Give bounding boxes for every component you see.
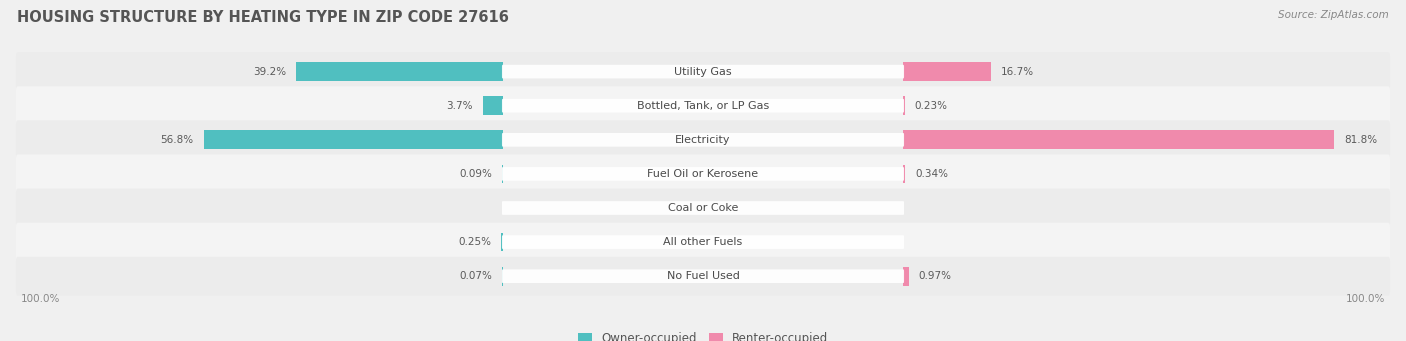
Bar [484,97,502,115]
Text: 0.97%: 0.97% [918,271,952,281]
FancyBboxPatch shape [502,99,904,113]
Text: No Fuel Used: No Fuel Used [666,271,740,281]
Text: 100.0%: 100.0% [1347,294,1386,305]
Legend: Owner-occupied, Renter-occupied: Owner-occupied, Renter-occupied [572,327,834,341]
Bar [204,131,502,149]
Text: Bottled, Tank, or LP Gas: Bottled, Tank, or LP Gas [637,101,769,111]
Text: Electricity: Electricity [675,135,731,145]
FancyBboxPatch shape [15,189,1391,227]
Bar [904,62,991,81]
FancyBboxPatch shape [15,257,1391,296]
Text: 0.34%: 0.34% [915,169,948,179]
Bar [904,165,905,183]
FancyBboxPatch shape [15,120,1391,159]
FancyBboxPatch shape [502,167,904,181]
FancyBboxPatch shape [502,133,904,147]
Bar [904,131,1334,149]
Text: 56.8%: 56.8% [160,135,194,145]
Text: 0.09%: 0.09% [460,169,492,179]
FancyBboxPatch shape [15,86,1391,125]
Text: Coal or Coke: Coal or Coke [668,203,738,213]
Text: All other Fuels: All other Fuels [664,237,742,247]
Text: 81.8%: 81.8% [1344,135,1376,145]
Text: Fuel Oil or Kerosene: Fuel Oil or Kerosene [647,169,759,179]
FancyBboxPatch shape [15,223,1391,262]
FancyBboxPatch shape [502,65,904,78]
Text: 0.07%: 0.07% [460,271,492,281]
Text: 39.2%: 39.2% [253,66,287,77]
FancyBboxPatch shape [15,154,1391,193]
Text: 3.7%: 3.7% [447,101,472,111]
FancyBboxPatch shape [15,52,1391,91]
FancyBboxPatch shape [502,235,904,249]
Text: 100.0%: 100.0% [20,294,59,305]
Text: 16.7%: 16.7% [1001,66,1035,77]
Text: 0.25%: 0.25% [458,237,491,247]
Text: 0.23%: 0.23% [915,101,948,111]
Text: Source: ZipAtlas.com: Source: ZipAtlas.com [1278,10,1389,20]
FancyBboxPatch shape [502,269,904,283]
Text: HOUSING STRUCTURE BY HEATING TYPE IN ZIP CODE 27616: HOUSING STRUCTURE BY HEATING TYPE IN ZIP… [17,10,509,25]
Bar [904,267,908,286]
FancyBboxPatch shape [502,201,904,215]
Bar [297,62,502,81]
Text: Utility Gas: Utility Gas [675,66,731,77]
